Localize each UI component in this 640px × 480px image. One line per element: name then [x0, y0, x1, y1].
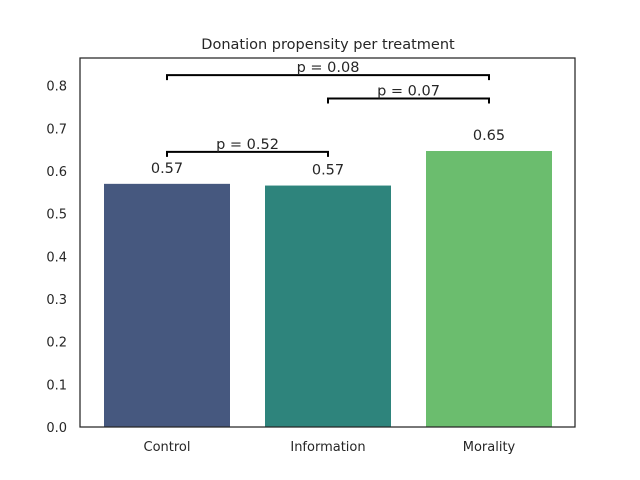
x-axis: Control Information Morality [144, 440, 516, 455]
y-tick-label: 0.7 [46, 122, 67, 137]
bar-morality [426, 150, 552, 428]
data-label-information: 0.57 [312, 163, 344, 179]
p-value-label: p = 0.08 [297, 60, 360, 76]
bar-control [104, 183, 230, 427]
significance-brackets: p = 0.52 p = 0.07 p = 0.08 [166, 60, 490, 157]
significance-bracket [166, 74, 490, 81]
y-tick-label: 0.0 [46, 421, 67, 436]
data-label-control: 0.57 [151, 161, 183, 177]
chart-title: Donation propensity per treatment [201, 37, 455, 53]
significance-bracket [327, 97, 490, 104]
significance-bracket [166, 150, 329, 157]
y-tick-label: 0.2 [46, 336, 67, 351]
data-label-morality: 0.65 [473, 128, 505, 144]
x-tick-label: Morality [463, 440, 516, 455]
plot-frame [79, 57, 576, 428]
y-tick-label: 0.8 [46, 80, 67, 95]
p-value-label: p = 0.07 [377, 84, 440, 100]
x-tick-label: Information [290, 440, 365, 455]
y-tick-label: 0.1 [46, 378, 67, 393]
y-tick-label: 0.6 [46, 165, 67, 180]
y-axis: 0.0 0.1 0.2 0.3 0.4 0.5 0.6 0.7 0.8 [46, 80, 67, 436]
x-tick-label: Control [144, 440, 191, 455]
data-labels: 0.57 0.57 0.65 [151, 128, 505, 179]
y-tick-label: 0.5 [46, 208, 67, 223]
bars-layer [104, 150, 552, 428]
y-tick-label: 0.4 [46, 250, 67, 265]
y-tick-label: 0.3 [46, 293, 67, 308]
p-value-label: p = 0.52 [216, 137, 279, 153]
bar-information [265, 185, 391, 427]
